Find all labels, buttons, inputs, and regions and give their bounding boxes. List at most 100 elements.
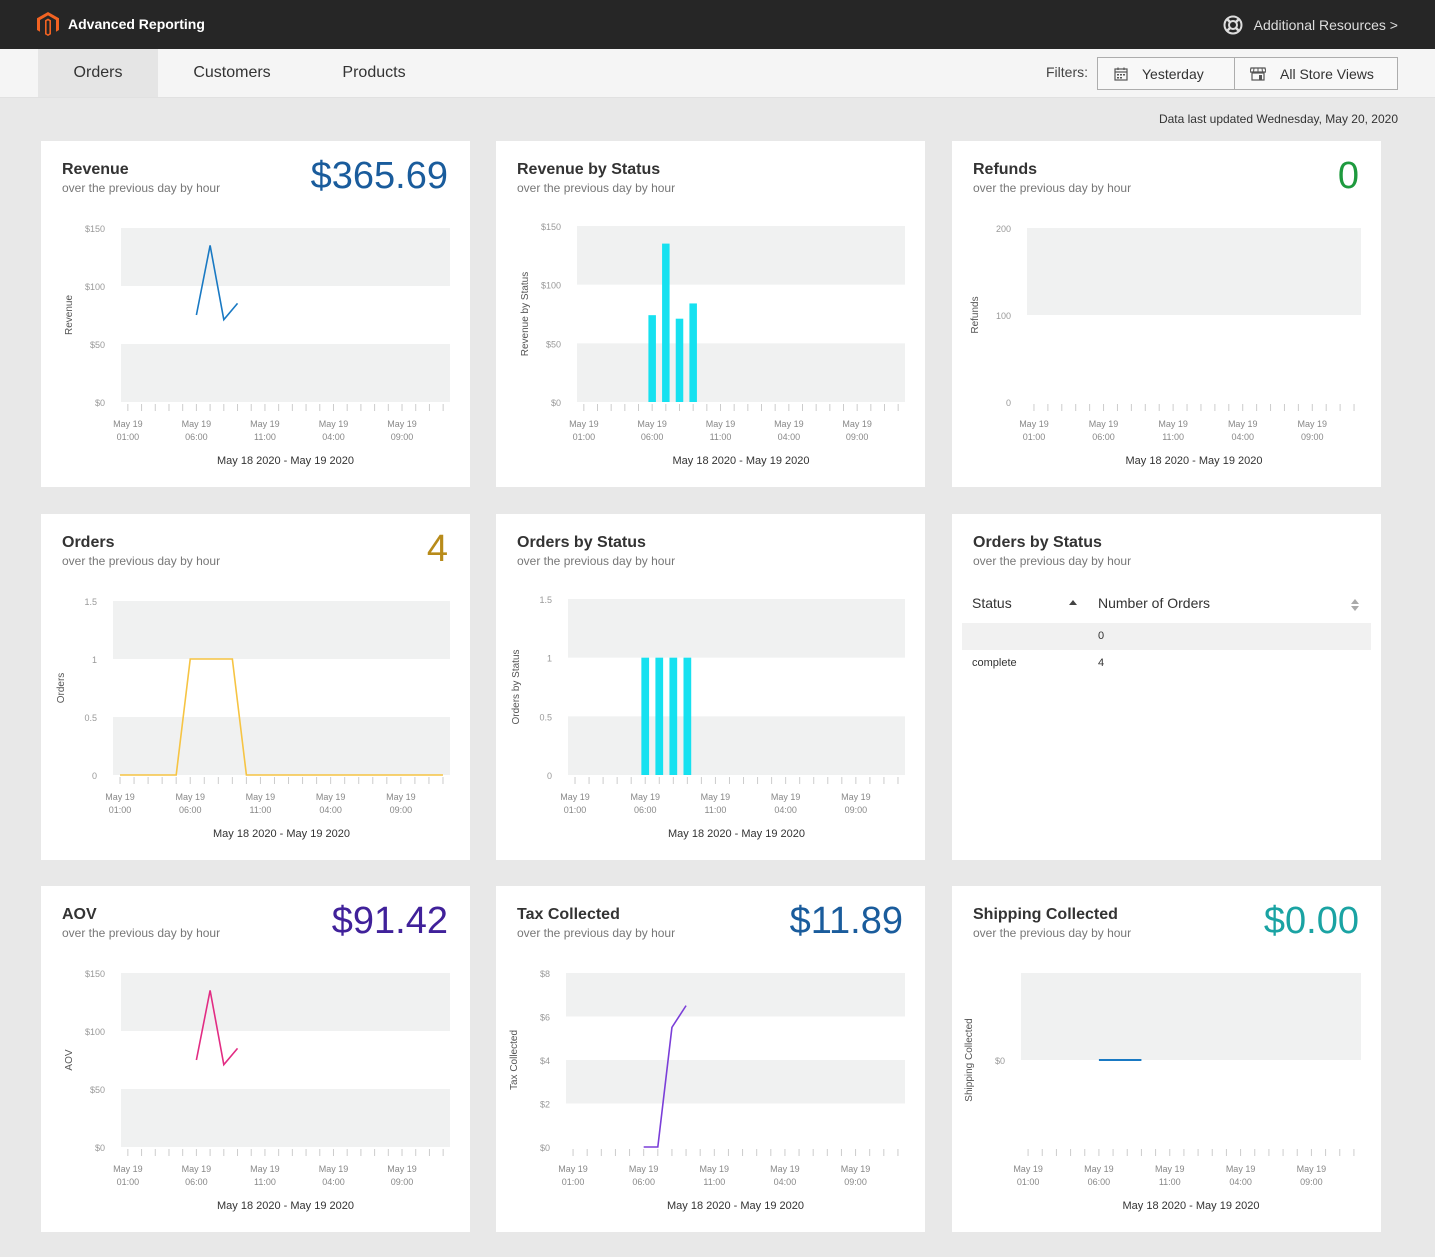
x-tick-label: 09:00 — [1300, 1177, 1323, 1187]
y-tick-label: $0 — [95, 1143, 105, 1153]
y-tick-label: 0.5 — [539, 712, 552, 722]
x-tick-label: May 19 — [319, 1164, 349, 1174]
aov-value: $91.42 — [331, 900, 448, 942]
sort-asc-icon[interactable] — [1068, 598, 1078, 606]
chart-band — [113, 717, 450, 775]
data-line — [195, 990, 239, 1067]
x-tick-label: May 19 — [113, 1164, 143, 1174]
y-tick-label: $50 — [90, 340, 105, 350]
y-tick-label: 200 — [996, 224, 1011, 234]
revenue-value: $365.69 — [310, 155, 448, 197]
card-title: Orders by Status — [517, 534, 646, 551]
x-tick-label: May 19 — [1084, 1164, 1114, 1174]
data-bar — [683, 657, 692, 775]
x-tick-label: May 19 — [1155, 1164, 1185, 1174]
x-tick-label: May 19 — [182, 1164, 212, 1174]
x-tick-label: May 19 — [701, 792, 731, 802]
tab-customers[interactable]: Customers — [193, 64, 271, 81]
card-title: Shipping Collected — [973, 906, 1118, 923]
x-tick-label: 06:00 — [1088, 1177, 1111, 1187]
tab-products[interactable]: Products — [342, 64, 406, 81]
y-tick-label: 100 — [996, 311, 1011, 321]
chart-band — [113, 601, 450, 659]
orders-card: Orders over the previous day by hour 4 0… — [41, 514, 470, 860]
data-bar — [655, 657, 664, 775]
column-header-number-of-orders[interactable]: Number of Orders — [1098, 595, 1211, 611]
x-tick-label: 01:00 — [564, 805, 587, 815]
date-filter-label: Yesterday — [1142, 65, 1204, 82]
x-tick-label: May 19 — [842, 419, 872, 429]
column-header-status[interactable]: Status — [972, 595, 1012, 611]
x-tick-label: 01:00 — [562, 1177, 585, 1187]
y-tick-label: $0 — [95, 398, 105, 408]
aov-card: AOV over the previous day by hour $91.42… — [41, 886, 470, 1232]
y-tick-label: $0 — [540, 1143, 550, 1153]
x-tick-label: May 19 — [250, 419, 280, 429]
y-tick-label: $100 — [85, 282, 105, 292]
orders-by-status-chart: 0 0.5 1 1.5 Orders by Status May 19 01:00 May 1… — [511, 595, 905, 840]
data-updated-text: Data last updated Wednesday, May 20, 202… — [1158, 112, 1398, 126]
card-title: Orders by Status — [973, 534, 1102, 551]
table-header: Status Number of Orders — [962, 594, 1371, 623]
x-axis-label: May 18 2020 - May 19 2020 — [1126, 455, 1263, 467]
card-subtitle: over the previous day by hour — [62, 926, 221, 940]
x-tick-label: 11:00 — [1159, 1177, 1181, 1187]
x-tick-label: 11:00 — [254, 1177, 276, 1187]
lifebuoy-icon — [1223, 15, 1243, 35]
x-tick-label: 06:00 — [185, 1177, 208, 1187]
y-axis-label: Orders — [56, 673, 67, 704]
x-tick-label: 09:00 — [391, 432, 414, 442]
card-subtitle: over the previous day by hour — [517, 554, 676, 568]
x-tick-label: 06:00 — [179, 805, 202, 815]
x-tick-label: May 19 — [637, 419, 667, 429]
x-tick-label: May 19 — [706, 419, 736, 429]
orders-by-status-card: Orders by Status over the previous day b… — [496, 514, 925, 860]
x-tick-label: 11:00 — [705, 805, 727, 815]
y-tick-label: 0 — [547, 771, 552, 781]
x-tick-label: May 19 — [1089, 419, 1119, 429]
x-axis-label: May 18 2020 - May 19 2020 — [668, 828, 805, 840]
card-title: Refunds — [973, 161, 1037, 178]
data-bar — [648, 315, 656, 402]
x-tick-label: May 19 — [1019, 419, 1049, 429]
x-tick-label: May 19 — [1226, 1164, 1256, 1174]
refunds-chart: 0 100 200 Refunds May 19 01:00 May 19 06:00 May … — [970, 224, 1361, 467]
store-filter-label: All Store Views — [1280, 65, 1374, 82]
y-tick-label: 1 — [92, 655, 97, 665]
sort-both-icon[interactable] — [1350, 598, 1360, 612]
x-tick-label: 04:00 — [1231, 432, 1254, 442]
y-tick-label: $150 — [85, 224, 105, 234]
x-axis-label: May 18 2020 - May 19 2020 — [1123, 1200, 1260, 1212]
x-tick-label: 06:00 — [641, 432, 664, 442]
store-icon — [1250, 66, 1266, 81]
x-tick-label: May 19 — [774, 419, 804, 429]
x-tick-label: 04:00 — [774, 805, 797, 815]
y-tick-label: $100 — [85, 1027, 105, 1037]
top-bar: Advanced Reporting Additional Resources … — [0, 0, 1435, 49]
x-tick-label: 01:00 — [1017, 1177, 1040, 1187]
tax-value: $11.89 — [789, 900, 903, 942]
x-tick-label: 06:00 — [632, 1177, 655, 1187]
shipping-collected-chart: $0 Shipping Collected May 19 01:00 May 19 06:… — [964, 973, 1361, 1212]
calendar-icon — [1114, 67, 1128, 81]
card-title: Orders — [62, 534, 115, 551]
aov-chart: $0 $50 $100 $150 AOV May 19 01:00 May 19 06:00 Ma… — [64, 969, 450, 1212]
chart-band — [121, 1089, 450, 1147]
x-tick-label: May 19 — [841, 792, 871, 802]
y-axis-label: Orders by Status — [511, 649, 522, 724]
chart-band — [566, 973, 905, 1017]
card-subtitle: over the previous day by hour — [973, 181, 1132, 195]
magento-logo-icon — [37, 12, 59, 36]
date-filter-button[interactable]: Yesterday — [1097, 57, 1235, 90]
additional-resources-link[interactable]: Additional Resources > — [1223, 15, 1398, 35]
y-tick-label: $150 — [85, 969, 105, 979]
tax-collected-chart: $0 $2 $4 $6 $8 Tax Collected May 19 01:00 May 19… — [509, 969, 905, 1212]
x-tick-label: May 19 — [387, 419, 417, 429]
x-tick-label: 01:00 — [117, 432, 140, 442]
chart-band — [568, 716, 905, 775]
x-tick-label: 09:00 — [390, 805, 413, 815]
tab-orders[interactable]: Orders — [38, 49, 158, 97]
x-tick-label: May 19 — [569, 419, 599, 429]
store-filter-button[interactable]: All Store Views — [1234, 57, 1398, 90]
nav-bar: Orders Customers Products Filters: Yeste… — [0, 49, 1435, 98]
